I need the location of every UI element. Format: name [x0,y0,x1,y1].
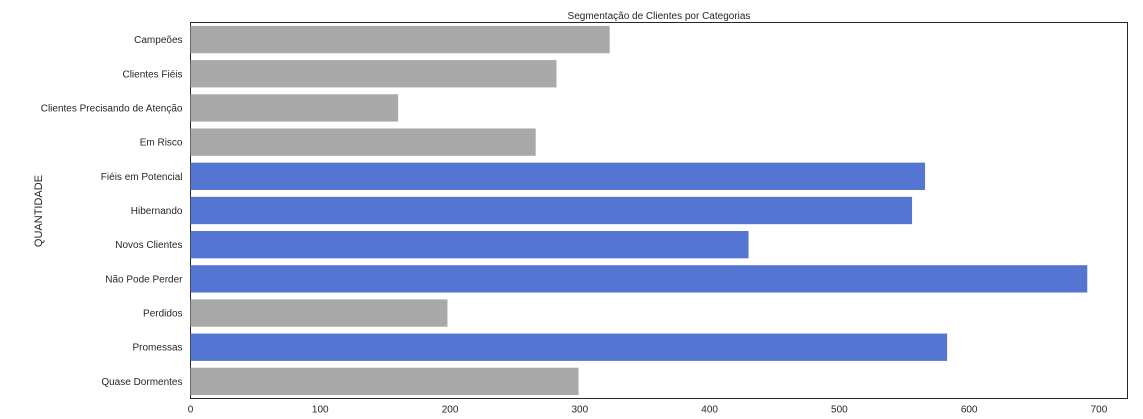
category-labels: Campeões Clientes Fiéis Clientes Precisand… [41,35,183,388]
bar [190,333,948,361]
category-label: Perdidos [143,309,182,320]
category-label: Clientes Fiéis [122,69,182,80]
category-label: Clientes Precisando de Atenção [41,103,183,114]
bar [190,94,399,122]
x-tick-label: 700 [1091,405,1108,416]
category-label: Campeões [134,35,182,46]
bar [190,196,913,225]
x-tick-label: 400 [701,405,718,416]
bar [190,25,610,54]
x-tick-label: 500 [831,405,848,416]
x-tick-label: 600 [961,405,978,416]
category-label: Hibernando [131,206,183,217]
bars-layer [190,25,1088,396]
category-label: Em Risco [140,138,183,149]
bar [190,299,448,327]
category-label: Não Pode Perder [105,274,183,285]
chart-title: Segmentação de Clientes por Categorias [568,11,751,22]
x-tick-label: 100 [312,405,329,416]
bar [190,231,749,259]
y-axis-label: QUANTIDADE [33,175,45,247]
bar [190,162,926,190]
x-tick-label: 0 [188,405,194,416]
category-label: Quase Dormentes [101,377,182,388]
category-label: Promessas [132,343,182,354]
x-tick-label: 300 [571,405,588,416]
category-label: Fiéis em Potencial [101,172,183,183]
bar [190,60,557,88]
bar [190,128,536,156]
bar [190,265,1088,293]
bar [190,367,579,396]
x-axis-ticks: 0 100 200 300 400 500 600 700 [188,405,1108,416]
x-tick-label: 200 [442,405,459,416]
category-label: Novos Clientes [115,240,182,251]
